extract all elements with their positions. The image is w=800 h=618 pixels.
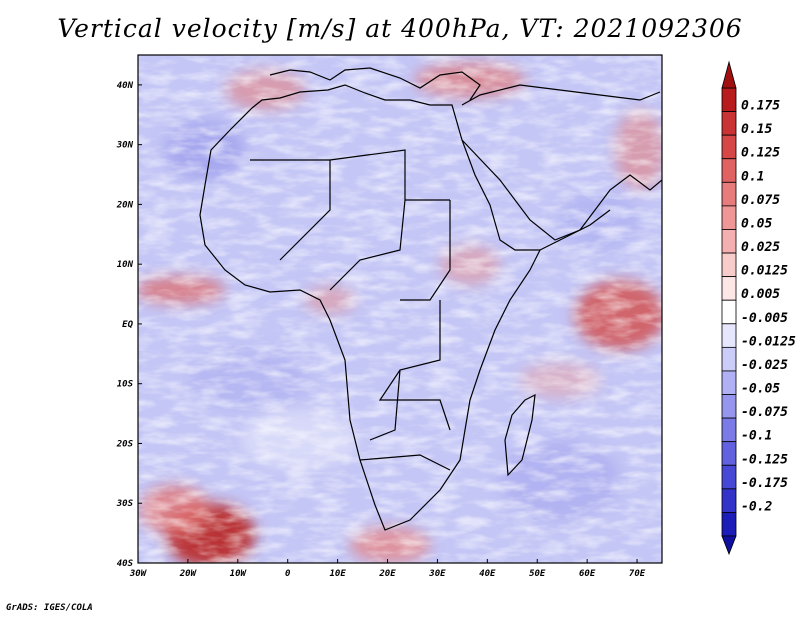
colorbar-label: 0.025 <box>741 240 780 255</box>
colorbar-bottom-arrow <box>721 535 737 556</box>
colorbar-swatch <box>721 134 737 160</box>
colorbar-swatch <box>721 181 737 207</box>
lon-label: 60E <box>579 569 596 579</box>
lat-label: 20S <box>116 439 134 449</box>
colorbar-label: 0.175 <box>741 99 780 114</box>
lon-label: 10E <box>329 569 346 579</box>
lat-label: 20N <box>116 200 134 210</box>
colorbar-label: -0.025 <box>741 358 788 373</box>
lon-label: 30E <box>428 569 446 579</box>
colorbar-swatch <box>721 370 737 395</box>
lon-label: 10W <box>230 569 248 579</box>
colorbar-swatch <box>721 158 737 183</box>
colorbar-label: 0.005 <box>741 287 780 302</box>
latitude-axis: 40N 30N 20N 10N EQ 10S 20S 30S 40S <box>116 81 142 569</box>
colorbar: 0.175 0.15 0.125 0.1 0.075 0.05 0.025 0.0125 0.0… <box>721 60 796 556</box>
coastlines-and-borders <box>199 67 662 531</box>
lat-label: EQ <box>122 320 133 330</box>
lat-label: 40S <box>117 559 134 569</box>
colorbar-label: -0.175 <box>741 476 788 491</box>
lat-label: 40N <box>117 81 134 91</box>
lon-label: 0 <box>285 569 291 579</box>
colorbar-swatch <box>721 464 737 490</box>
lat-label: 10N <box>117 260 134 270</box>
colorbar-swatch <box>721 205 737 230</box>
colorbar-label: 0.15 <box>741 122 772 137</box>
vertical-velocity-field <box>138 55 662 563</box>
colorbar-label: 0.05 <box>741 216 772 231</box>
colorbar-swatch <box>721 229 737 254</box>
lon-label: 30W <box>129 569 148 579</box>
lat-label: 30N <box>116 141 134 151</box>
colorbar-swatch <box>721 394 737 419</box>
lon-label: 20W <box>179 569 198 579</box>
colorbar-swatch <box>721 346 737 372</box>
colorbar-swatch <box>721 441 737 466</box>
map-frame <box>137 54 663 564</box>
colorbar-label: -0.005 <box>741 311 788 326</box>
lon-label: 70E <box>629 569 646 579</box>
colorbar-label: 0.075 <box>741 193 780 208</box>
colorbar-label: 0.0125 <box>741 264 788 279</box>
colorbar-label: -0.075 <box>741 405 788 420</box>
colorbar-label: -0.1 <box>741 429 772 444</box>
lon-label: 20E <box>378 569 396 579</box>
colorbar-swatch <box>721 299 737 325</box>
colorbar-swatch <box>721 488 737 513</box>
colorbar-swatch <box>721 252 737 278</box>
lon-label: 40E <box>479 569 496 579</box>
longitude-axis: 30W 20W 10W 0 10E 20E 30E 40E 50E 60E 70E <box>129 559 646 579</box>
lat-label: 10S <box>117 380 134 390</box>
lon-label: 50E <box>529 569 546 579</box>
colorbar-label: 0.125 <box>741 146 780 161</box>
lat-label: 30S <box>116 499 134 509</box>
colorbar-label: -0.0125 <box>741 334 796 349</box>
map-title: Vertical velocity [m/s] at 400hPa, VT: 2… <box>57 14 743 43</box>
colorbar-swatch <box>721 87 737 112</box>
colorbar-swatch <box>721 111 737 136</box>
grads-credit: GrADS: IGES/COLA <box>6 603 93 613</box>
colorbar-label: -0.2 <box>741 499 772 514</box>
colorbar-swatch <box>721 512 737 537</box>
colorbar-swatch <box>721 276 737 301</box>
colorbar-label: 0.1 <box>741 169 764 184</box>
colorbar-swatch <box>721 417 737 443</box>
colorbar-label: -0.05 <box>741 382 780 397</box>
colorbar-label: -0.125 <box>741 452 788 467</box>
colorbar-top-arrow <box>721 60 737 89</box>
colorbar-swatch <box>721 323 737 348</box>
